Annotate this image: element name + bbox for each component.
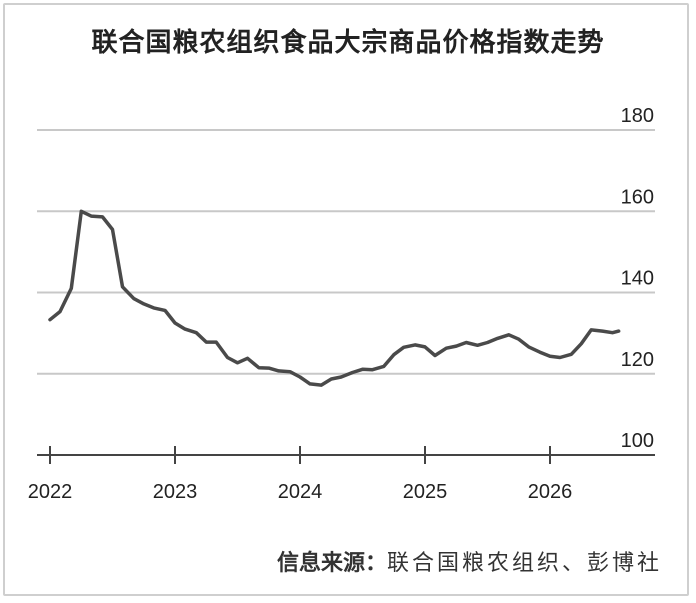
x-tick-label-2022: 2022: [28, 481, 73, 503]
y-tick-label-120: 120: [621, 349, 654, 371]
x-tick-label-2023: 2023: [153, 481, 198, 503]
x-tick-label-2025: 2025: [403, 481, 448, 503]
y-tick-label-100: 100: [621, 430, 654, 452]
x-axis: 2022 2023 2024 2025 2026: [28, 446, 655, 503]
y-tick-label-180: 180: [621, 105, 654, 127]
x-tick-label-2026: 2026: [528, 481, 573, 503]
series-layer: [48, 209, 621, 387]
y-tick-label-160: 160: [621, 186, 654, 208]
source-note: 信息来源：联合国粮农组织、彭博社: [277, 545, 662, 577]
y-tick-label-140: 140: [621, 268, 654, 290]
source-label: 信息来源：: [276, 551, 387, 576]
gridlines: [37, 129, 655, 375]
series-line-0: [48, 209, 621, 387]
chart-frame: [3, 3, 689, 596]
x-tick-label-2024: 2024: [278, 481, 323, 503]
source-text: 联合国粮农组织、彭博社: [386, 551, 662, 576]
y-axis-ticks: 180 160 140 120 100: [621, 105, 654, 452]
chart-title: 联合国粮农组织食品大宗商品价格指数走势: [91, 28, 605, 58]
